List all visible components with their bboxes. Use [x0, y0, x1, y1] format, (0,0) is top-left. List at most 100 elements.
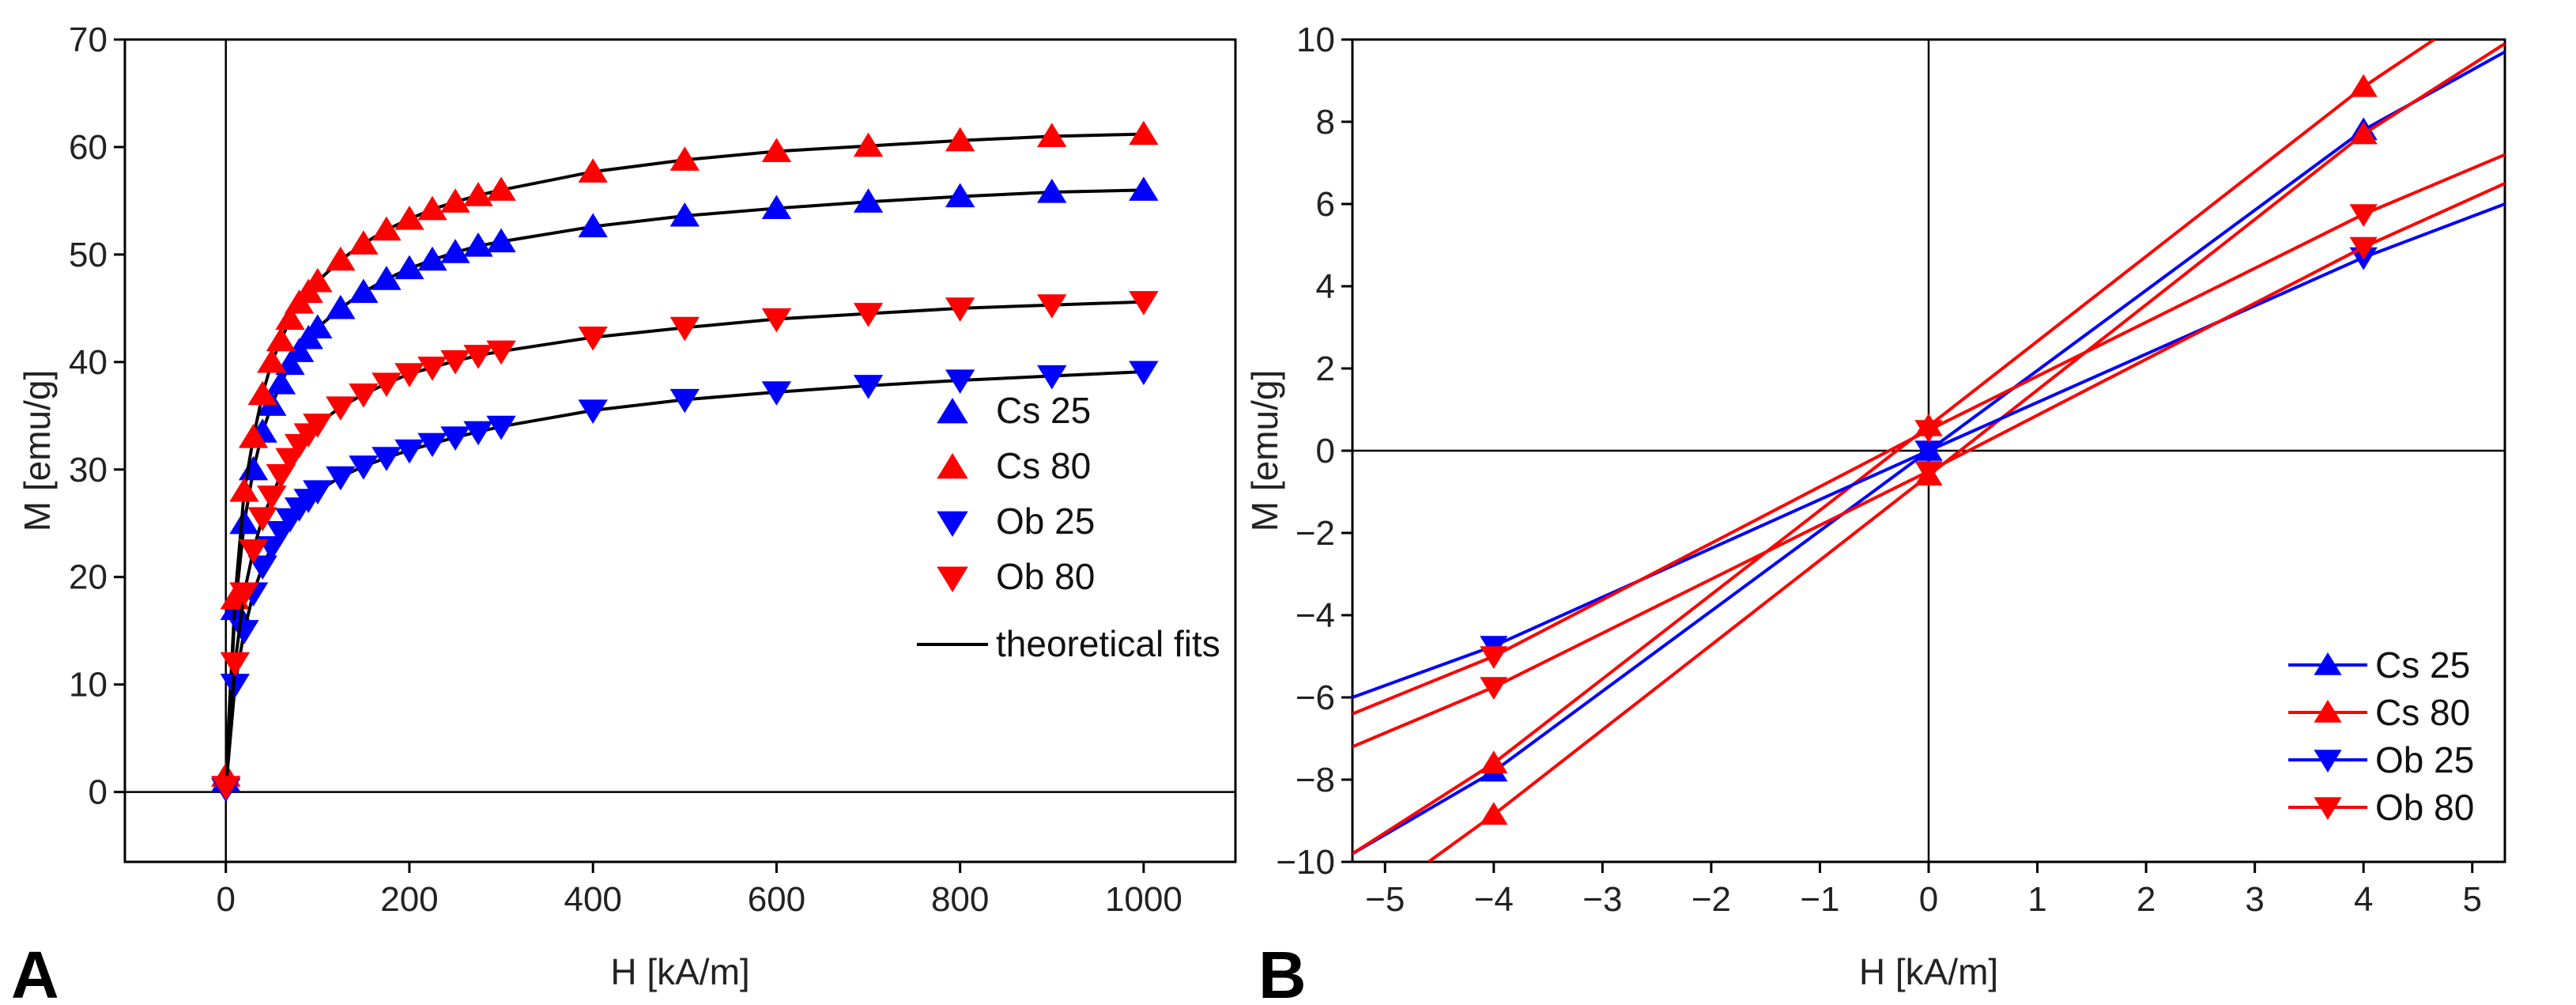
- triangle-down-marker: [945, 297, 975, 322]
- triangle-down-marker: [669, 388, 700, 414]
- triangle-up-marker: [417, 195, 447, 221]
- triangle-down-marker: [463, 345, 493, 369]
- triangle-up-marker: [394, 206, 424, 230]
- triangle-down-marker: [2349, 236, 2378, 260]
- triangle-down-marker: [1914, 420, 1943, 443]
- triangle-up-marker: [440, 188, 470, 213]
- triangle-down-marker: [945, 369, 975, 394]
- x-tick-label: 1: [2027, 880, 2046, 919]
- triangle-up-marker: [1480, 750, 1508, 773]
- series-ob-25: [211, 361, 1159, 803]
- x-tick-label: 1000: [1105, 880, 1182, 919]
- triangle-down-marker: [1480, 677, 1508, 700]
- triangle-down-marker: [257, 485, 287, 510]
- legend-label: Cs 25: [996, 390, 1091, 431]
- triangle-up-marker: [761, 195, 792, 220]
- triangle-down-marker: [303, 480, 333, 504]
- legend-label: Cs 25: [2375, 644, 2470, 686]
- y-axis-label: M [emu/g]: [17, 370, 58, 532]
- y-tick-label: 40: [69, 343, 107, 382]
- triangle-up-marker: [349, 278, 379, 304]
- triangle-down-marker: [247, 555, 277, 580]
- triangle-down-marker: [853, 375, 884, 399]
- triangle-up-marker: [326, 246, 356, 271]
- triangle-up-marker: [1129, 120, 1159, 145]
- legend-label: theoretical fits: [996, 623, 1220, 664]
- triangle-down-marker: [463, 421, 493, 446]
- triangle-up-marker: [2349, 121, 2378, 145]
- triangle-up-marker: [266, 327, 296, 352]
- y-axis-label: M [emu/g]: [1244, 370, 1285, 532]
- fit-line: [224, 300, 1144, 787]
- triangle-down-marker: [349, 383, 379, 408]
- triangle-up-marker: [275, 305, 305, 331]
- y-tick-label: 0: [1316, 432, 1335, 470]
- triangle-down-marker: [486, 415, 516, 440]
- y-tick-label: −2: [1296, 514, 1335, 553]
- triangle-down-marker: [578, 399, 608, 425]
- x-tick-label: −1: [1800, 880, 1839, 919]
- y-tick-label: 10: [1296, 21, 1335, 59]
- series-ob-80: [211, 291, 1159, 800]
- y-tick-label: 30: [69, 451, 107, 489]
- triangle-down-marker: [303, 414, 333, 438]
- triangle-up-marker: [1037, 179, 1067, 203]
- y-tick-label: −6: [1296, 678, 1335, 717]
- triangle-up-marker: [761, 138, 792, 162]
- triangle-up-marker: [853, 132, 884, 157]
- triangle-up-marker: [266, 370, 296, 395]
- series-ob-80: [1352, 153, 2505, 749]
- x-tick-label: 5: [2462, 880, 2481, 919]
- y-tick-label: 10: [69, 666, 107, 705]
- x-axis-label: H [kA/m]: [610, 951, 749, 992]
- legend-label: Ob 80: [2375, 787, 2474, 828]
- triangle-up-marker: [372, 266, 402, 290]
- triangle-down-marker: [326, 396, 356, 421]
- triangle-up-marker: [229, 477, 259, 502]
- triangle-up-marker: [2314, 652, 2342, 675]
- triangle-up-marker: [394, 255, 424, 280]
- triangle-up-marker: [417, 246, 447, 271]
- triangle-down-marker: [669, 316, 700, 342]
- triangle-down-marker: [266, 463, 296, 489]
- legend-label: Ob 80: [996, 556, 1095, 597]
- triangle-down-marker: [937, 566, 968, 592]
- triangle-down-marker: [761, 308, 792, 333]
- x-tick-label: −3: [1582, 880, 1622, 919]
- triangle-down-marker: [372, 447, 402, 471]
- triangle-down-marker: [937, 511, 968, 537]
- triangle-up-marker: [349, 230, 379, 255]
- y-tick-label: 8: [1316, 103, 1335, 142]
- triangle-up-marker: [669, 146, 700, 171]
- y-tick-label: −8: [1296, 761, 1335, 799]
- legend: Cs 25 Cs 80 Ob 25 Ob 80 theoretical fits: [917, 390, 1220, 664]
- triangle-down-marker: [1037, 365, 1067, 390]
- triangle-down-marker: [1914, 461, 1943, 484]
- triangle-down-marker: [1037, 294, 1067, 319]
- x-tick-label: −4: [1474, 880, 1514, 919]
- triangle-down-marker: [1129, 361, 1159, 386]
- triangle-down-marker: [211, 776, 241, 800]
- triangle-up-marker: [247, 380, 277, 406]
- triangle-up-marker: [257, 348, 287, 373]
- triangle-down-marker: [417, 433, 447, 458]
- x-tick-label: 0: [216, 880, 235, 919]
- x-tick-label: 4: [2354, 880, 2373, 919]
- triangle-up-marker: [2349, 74, 2378, 97]
- triangle-down-marker: [349, 455, 379, 480]
- triangle-up-marker: [937, 398, 968, 424]
- triangle-down-marker: [486, 340, 516, 365]
- series-cs-80: [211, 120, 1159, 787]
- triangle-down-marker: [1129, 291, 1159, 315]
- triangle-down-marker: [326, 466, 356, 491]
- triangle-down-marker: [238, 539, 269, 564]
- x-axis-label: H [kA/m]: [1859, 951, 1998, 992]
- triangle-up-marker: [238, 455, 269, 481]
- triangle-up-marker: [303, 314, 333, 338]
- y-tick-label: 70: [69, 21, 107, 59]
- y-tick-label: 2: [1316, 349, 1335, 388]
- triangle-up-marker: [303, 267, 333, 293]
- legend-label: Cs 80: [996, 445, 1091, 486]
